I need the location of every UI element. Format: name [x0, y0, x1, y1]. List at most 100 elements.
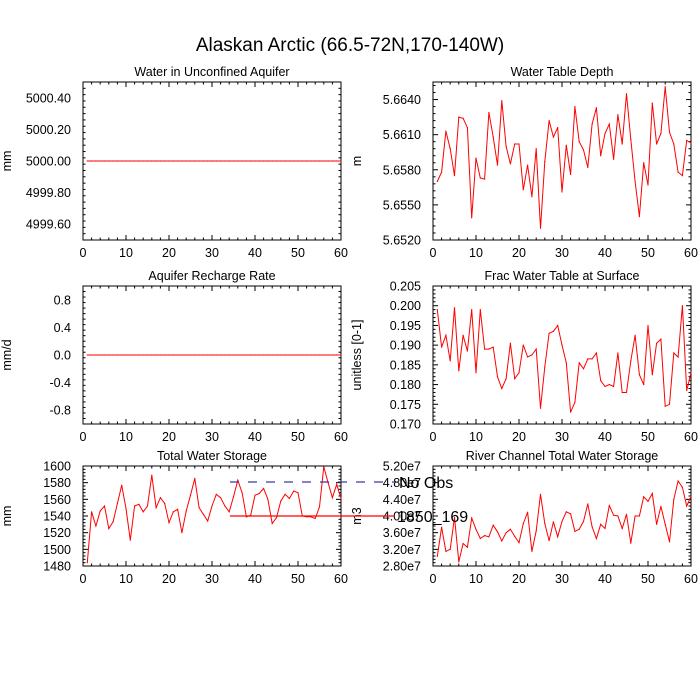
data-point [582, 149, 585, 151]
data-point [462, 334, 464, 336]
data-point [108, 354, 110, 356]
data-point [535, 148, 537, 150]
data-point [668, 131, 671, 133]
x-tick-label: 0 [430, 246, 437, 260]
data-point [271, 354, 273, 356]
y-tick-label: 1580 [43, 476, 71, 490]
data-point [151, 474, 153, 476]
data-point [531, 550, 533, 553]
data-point [664, 86, 666, 88]
panel-water-in-unconfined-aquifer: Water in Unconfined Aquifer mm 0 10 20 30 40 50… [0, 65, 348, 260]
data-point [582, 368, 585, 370]
data-point [112, 521, 114, 523]
data-point [288, 160, 290, 162]
x-tick-label: 60 [334, 572, 348, 586]
data-point [116, 502, 118, 505]
y-tick-label: 4.80e7 [383, 476, 421, 490]
data-point [656, 523, 658, 525]
data-point [647, 324, 649, 327]
data-point [501, 100, 503, 102]
x-tick-label: 30 [205, 430, 219, 444]
data-point [436, 180, 438, 183]
data-point [625, 93, 628, 95]
data-point [561, 520, 563, 523]
y-axis-label: mm [0, 506, 14, 527]
data-point [280, 354, 282, 356]
data-point [570, 411, 572, 413]
data-point [220, 497, 222, 499]
data-point [125, 160, 127, 162]
data-point [471, 309, 473, 311]
data-point [617, 352, 619, 354]
x-tick-label: 60 [684, 430, 698, 444]
data-point [211, 354, 213, 356]
data-point [134, 505, 136, 507]
data-point [194, 160, 196, 162]
data-point [578, 141, 580, 143]
data-point [228, 354, 230, 356]
data-point [587, 166, 589, 169]
data-point [103, 354, 106, 356]
y-tick-label: 3.60e7 [383, 526, 421, 540]
data-point [164, 354, 166, 356]
data-point [518, 372, 520, 374]
panels: Water in Unconfined Aquifer mm 0 10 20 30 40 50… [0, 65, 698, 586]
data-point [664, 405, 666, 407]
data-point [466, 127, 468, 129]
data-point [449, 360, 451, 362]
data-point [86, 160, 88, 162]
data-point [207, 160, 209, 162]
y-axis-label: m [350, 156, 364, 166]
data-point [449, 548, 451, 550]
data-point [318, 160, 321, 162]
x-tick-label: 10 [119, 572, 133, 586]
data-point [293, 160, 295, 162]
data-point [518, 542, 520, 544]
data-point [220, 160, 222, 162]
data-point [518, 143, 520, 145]
data-point [677, 480, 679, 482]
data-point [331, 160, 333, 162]
data-point [215, 493, 217, 495]
data-point [86, 354, 88, 356]
data-point [112, 354, 114, 356]
y-tick-label: 0.0 [54, 349, 71, 363]
data-point [475, 157, 477, 159]
data-point [582, 520, 585, 523]
data-point [310, 354, 312, 356]
data-point [484, 348, 486, 350]
series-line-1850-169 [436, 305, 692, 413]
data-point [479, 537, 481, 540]
data-point [95, 160, 97, 162]
data-point [441, 526, 443, 528]
legend: No Obs 1850_169 [230, 475, 468, 526]
data-point [660, 338, 662, 340]
data-point [539, 407, 542, 409]
data-point [138, 503, 140, 505]
data-point [557, 127, 559, 129]
data-point [318, 354, 321, 356]
data-point [129, 160, 131, 162]
data-point [215, 354, 217, 356]
data-point [181, 160, 183, 162]
data-point [125, 354, 127, 356]
x-tick-label: 20 [512, 572, 526, 586]
data-point [194, 477, 196, 480]
data-point [578, 528, 580, 530]
series-line-1850-169 [86, 466, 342, 563]
data-point [496, 531, 499, 533]
data-point [198, 507, 200, 509]
data-point [509, 528, 511, 530]
data-point [445, 130, 447, 132]
data-point [651, 102, 653, 104]
data-point [263, 487, 265, 490]
y-tick-label: 0.4 [54, 321, 71, 335]
x-tick-label: 60 [684, 246, 698, 260]
data-point [138, 354, 140, 356]
data-point [539, 493, 542, 495]
data-point [613, 385, 615, 388]
y-tick-label: 4999.80 [26, 186, 71, 200]
data-point [544, 160, 546, 163]
data-point [297, 160, 299, 162]
